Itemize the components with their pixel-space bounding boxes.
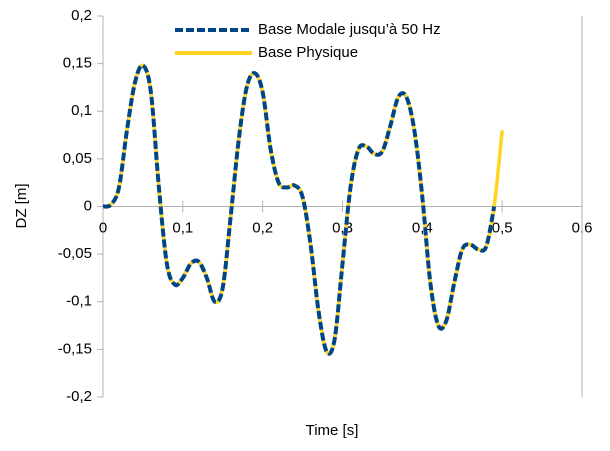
x-axis-title: Time [s] — [306, 422, 359, 439]
y-tick-label: 0 — [84, 197, 92, 214]
y-tick-label: 0,1 — [71, 102, 92, 119]
y-tick-label: 0,15 — [63, 55, 92, 72]
y-tick-label: -0,1 — [66, 293, 92, 310]
y-tick-label: -0,2 — [66, 388, 92, 405]
x-tick-label: 0,5 — [492, 219, 513, 236]
legend-label: Base Physique — [258, 44, 358, 61]
data-line — [102, 63, 497, 356]
x-tick-label: 0 — [99, 219, 107, 236]
y-tick-label: 0,2 — [71, 7, 92, 24]
x-tick-label: 0,4 — [412, 219, 433, 236]
x-tick-label: 0,1 — [172, 219, 193, 236]
legend-label: Base Modale jusqu’à 50 Hz — [258, 21, 441, 38]
y-tick-label: -0,05 — [58, 245, 92, 262]
y-tick-label: 0,05 — [63, 150, 92, 167]
x-tick-label: 0,3 — [332, 219, 353, 236]
x-tick-label: 0,2 — [252, 219, 273, 236]
y-axis-title: DZ [m] — [13, 184, 30, 229]
y-tick-label: -0,15 — [58, 340, 92, 357]
